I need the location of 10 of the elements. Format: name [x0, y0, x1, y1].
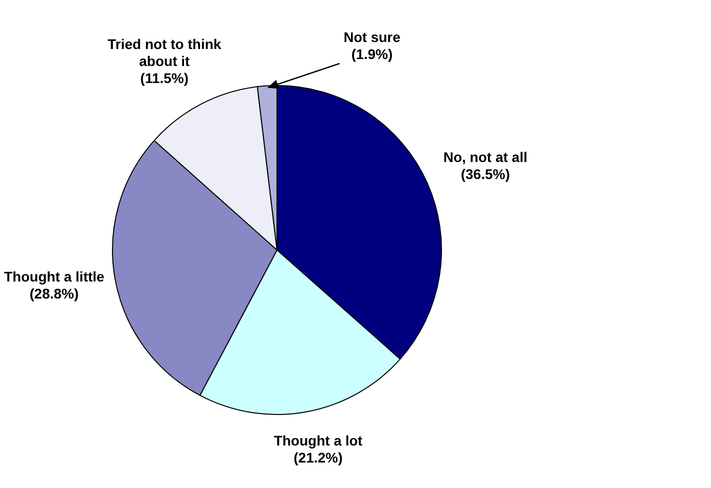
- slice-label: Tried not to think about it: [108, 36, 222, 69]
- data-label: (28.8%): [30, 285, 79, 302]
- slice-label: No, not at all: [443, 148, 528, 165]
- data-label: (11.5%): [140, 70, 189, 86]
- data-label: (1.9%): [351, 46, 393, 62]
- slice-label: Thought a lot: [274, 432, 363, 449]
- data-label: (36.5%): [460, 166, 510, 182]
- data-label: (21.2%): [294, 450, 343, 466]
- slice-label: Thought a little: [4, 268, 105, 284]
- slice-label: Not sure: [344, 28, 401, 45]
